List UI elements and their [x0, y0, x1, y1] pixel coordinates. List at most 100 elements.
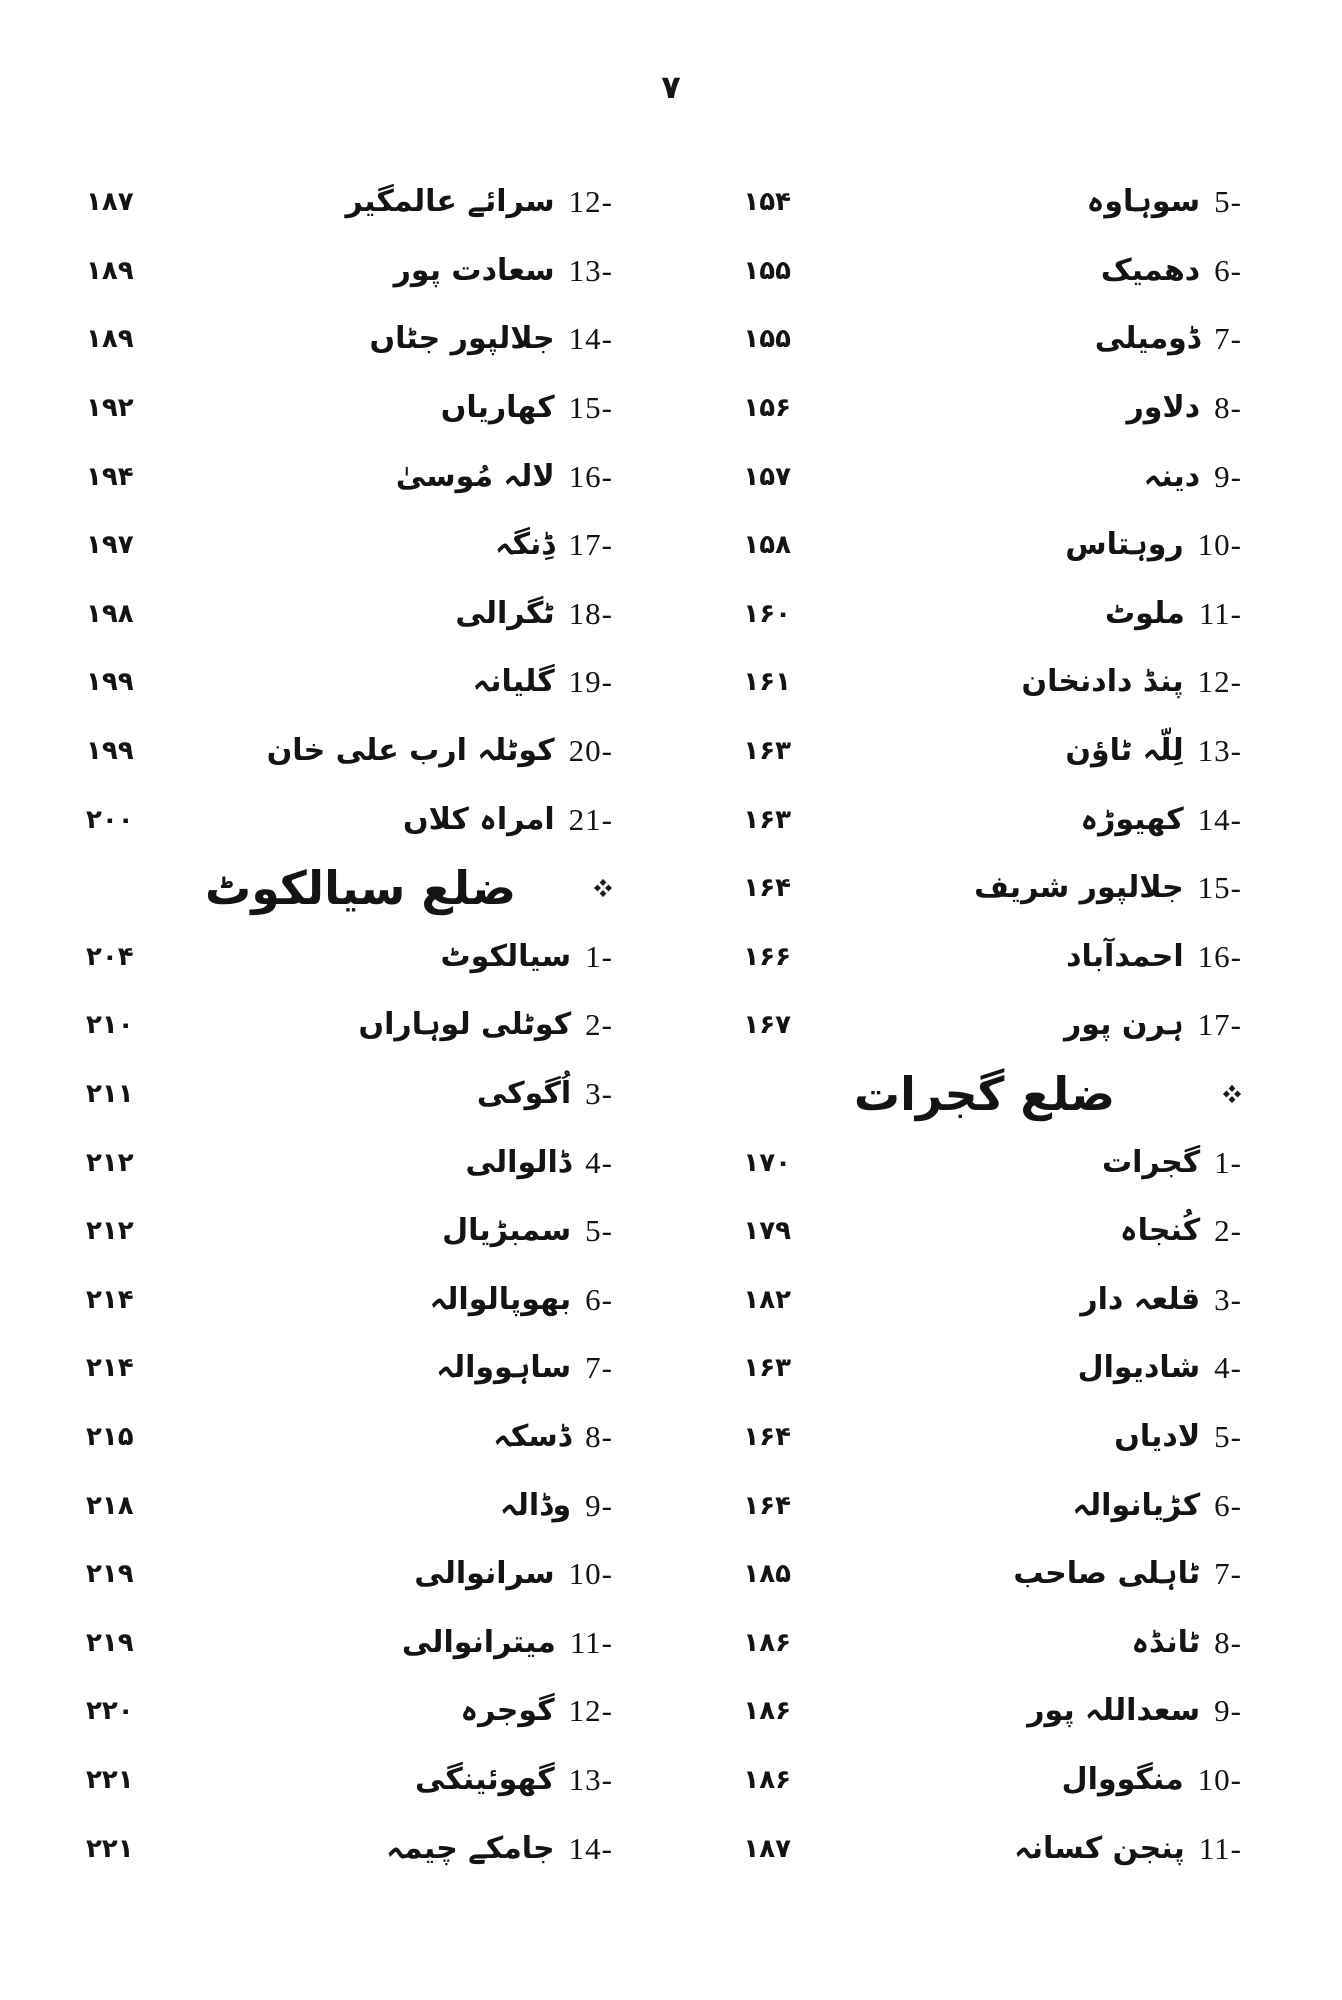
toc-entry-label: 1- گجرات — [1102, 1145, 1242, 1181]
toc-entry-label: 2- کوٹلی لوہاراں — [359, 1007, 613, 1043]
entry-number: 17- — [568, 527, 613, 563]
entry-name: دینہ — [1143, 458, 1201, 494]
toc-entry-label: 8- ٹانڈہ — [1131, 1625, 1242, 1661]
toc-entry-label: 3- اُگوکی — [477, 1076, 613, 1112]
toc-entry-row: 6- دھمیک ۱۵۵ — [705, 237, 1242, 306]
entry-number: 4- — [1214, 1350, 1242, 1386]
entry-name: سعادت پور — [393, 252, 555, 288]
entry-page-number: ۱۹۹ — [86, 736, 134, 767]
toc-entry-label: 10- سرانوالی — [414, 1556, 613, 1592]
toc-entry-row: 9- وڈالہ ۲۱۸ — [86, 1471, 613, 1540]
toc-entry-label: 5- سوہاوہ — [1087, 184, 1242, 220]
toc-entry-row: 7- ڈومیلی ۱۵۵ — [705, 305, 1242, 374]
entry-page-number: ۱۶۶ — [743, 941, 791, 972]
entry-number: 3- — [1214, 1281, 1242, 1317]
entry-name: پنجن کسانہ — [1014, 1830, 1185, 1866]
entry-name: سرائے عالمگیر — [345, 184, 555, 220]
section-heading-row: ضلع گجرات — [705, 1060, 1242, 1129]
toc-entry-row: 10- منگووال ۱۸۶ — [705, 1746, 1242, 1815]
toc-entry-label: 3- قلعہ دار — [1080, 1282, 1242, 1318]
entry-page-number: ۲۰۴ — [86, 941, 134, 972]
entry-name: ڈالوالی — [465, 1144, 572, 1180]
entry-page-number: ۲۰۰ — [86, 804, 134, 835]
entry-page-number: ۱۶۱ — [743, 667, 791, 698]
toc-entry-label: 9- دینہ — [1144, 459, 1242, 495]
entry-number: 4- — [585, 1144, 613, 1180]
entry-page-number: ۲۱۲ — [86, 1147, 134, 1178]
toc-entry-row: 3- اُگوکی ۲۱۱ — [86, 1060, 613, 1129]
entry-number: 16- — [1197, 938, 1242, 974]
entry-page-number: ۲۱۱ — [86, 1079, 134, 1110]
entry-number: 6- — [1214, 252, 1242, 288]
entry-page-number: ۱۸۶ — [743, 1696, 791, 1727]
entry-page-number: ۱۵۵ — [743, 324, 791, 355]
entry-page-number: ۱۸۷ — [86, 187, 134, 218]
entry-page-number: ۲۲۰ — [86, 1696, 134, 1727]
entry-page-number: ۱۹۸ — [86, 598, 134, 629]
entry-number: 5- — [1214, 184, 1242, 220]
entry-name: بھوپالوالہ — [429, 1281, 572, 1317]
toc-entry-label: 7- ساہووالہ — [436, 1350, 613, 1386]
toc-entry-row: 18- ٹگرالی ۱۹۸ — [86, 580, 613, 649]
toc-entry-row: 2- کُنجاہ ۱۷۹ — [705, 1197, 1242, 1266]
entry-page-number: ۲۱۵ — [86, 1421, 134, 1452]
entry-page-number: ۱۹۹ — [86, 667, 134, 698]
entry-number: 11- — [569, 1624, 613, 1660]
entry-name: ٹاہلی صاحب — [1013, 1556, 1201, 1592]
entry-page-number: ۲۱۲ — [86, 1216, 134, 1247]
toc-entry-row: 13- لِلّہ ٹاؤن ۱۶۳ — [705, 717, 1242, 786]
entry-page-number: ۱۸۹ — [86, 324, 134, 355]
entry-number: 7- — [585, 1350, 613, 1386]
entry-name: احمدآباد — [1066, 938, 1184, 974]
entry-name: کوٹلہ ارب علی خان — [266, 733, 555, 769]
toc-entry-label: 7- ڈومیلی — [1095, 321, 1242, 357]
toc-entry-row: 16- احمدآباد ۱۶۶ — [705, 923, 1242, 992]
toc-entry-label: 14- کھیوڑہ — [1081, 802, 1242, 838]
toc-entry-row: 8- دلاور ۱۵۶ — [705, 374, 1242, 443]
entry-number: 2- — [585, 1007, 613, 1043]
toc-entry-label: 1- سیالکوٹ — [440, 939, 613, 975]
entry-name: ساہووالہ — [436, 1350, 572, 1386]
toc-entry-label: 6- بھوپالوالہ — [430, 1282, 613, 1318]
entry-page-number: ۲۲۱ — [86, 1833, 134, 1864]
entry-page-number: ۱۶۴ — [743, 873, 791, 904]
entry-number: 16- — [568, 458, 613, 494]
entry-name: لادیاں — [1114, 1418, 1201, 1454]
entry-number: 10- — [1197, 527, 1242, 563]
toc-entry-label: 16- لالہ مُوسیٰ — [396, 459, 613, 495]
toc-entry-label: 8- ڈسکہ — [493, 1419, 613, 1455]
entry-name: لِلّہ ٹاؤن — [1065, 733, 1184, 769]
entry-page-number: ۱۷۰ — [743, 1147, 791, 1178]
entry-page-number: ۲۱۴ — [86, 1353, 134, 1384]
toc-entry-label: 7- ٹاہلی صاحب — [1013, 1556, 1242, 1592]
four-diamond-ornament-icon — [593, 878, 613, 898]
toc-entry-row: 5- لادیاں ۱۶۴ — [705, 1403, 1242, 1472]
toc-entry-row: 15- کھاریاں ۱۹۲ — [86, 374, 613, 443]
entry-number: 18- — [568, 595, 613, 631]
entry-page-number: ۲۱۰ — [86, 1010, 134, 1041]
entry-name: ہرن پور — [1064, 1007, 1184, 1043]
toc-entry-label: 13- لِلّہ ٹاؤن — [1065, 733, 1242, 769]
entry-page-number: ۱۶۳ — [743, 736, 791, 767]
toc-entry-label: 9- سعداللہ پور — [1027, 1693, 1242, 1729]
entry-name: گجرات — [1102, 1144, 1201, 1180]
entry-number: 12- — [568, 1693, 613, 1729]
toc-entry-label: 14- جامکے چیمہ — [386, 1831, 613, 1867]
toc-entry-row: 5- سمبڑیال ۲۱۲ — [86, 1197, 613, 1266]
entry-number: 2- — [1214, 1213, 1242, 1249]
entry-number: 21- — [568, 801, 613, 837]
toc-entry-label: 13- سعادت پور — [394, 253, 613, 289]
entry-name: کُنجاہ — [1120, 1213, 1201, 1249]
toc-columns: 5- سوہاوہ ۱۵۴ 6- دھمیک ۱۵۵ 7- ڈومیلی ۱۵۵… — [0, 168, 1342, 1883]
entry-name: میترانوالی — [401, 1624, 556, 1660]
entry-page-number: ۱۹۴ — [86, 461, 134, 492]
toc-entry-row: 5- سوہاوہ ۱۵۴ — [705, 168, 1242, 237]
entry-page-number: ۱۶۴ — [743, 1490, 791, 1521]
toc-entry-label: 15- جلالپور شریف — [974, 870, 1242, 906]
entry-page-number: ۱۷۹ — [743, 1216, 791, 1247]
toc-entry-row: 13- گھوئینگی ۲۲۱ — [86, 1746, 613, 1815]
entry-name: وڈالہ — [500, 1487, 572, 1523]
entry-page-number: ۲۱۴ — [86, 1284, 134, 1315]
entry-name: جلالپور جٹاں — [369, 321, 555, 357]
